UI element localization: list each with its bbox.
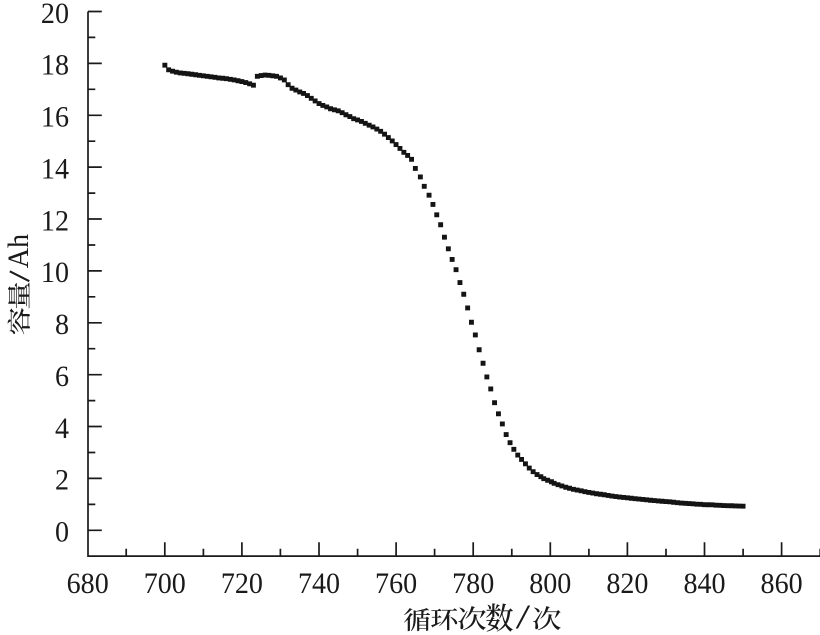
svg-text:860: 860 — [761, 568, 803, 601]
svg-text:680: 680 — [67, 568, 109, 601]
svg-text:20: 20 — [41, 0, 69, 30]
svg-text:780: 780 — [452, 568, 494, 601]
svg-text:18: 18 — [41, 49, 69, 82]
svg-text:6: 6 — [55, 361, 69, 394]
svg-text:10: 10 — [41, 257, 69, 290]
svg-text:12: 12 — [41, 205, 69, 238]
svg-text:0: 0 — [55, 516, 69, 549]
svg-text:14: 14 — [41, 153, 69, 186]
svg-text:840: 840 — [683, 568, 725, 601]
svg-text:820: 820 — [606, 568, 648, 601]
svg-text:700: 700 — [144, 568, 186, 601]
svg-text:740: 740 — [298, 568, 340, 601]
svg-text:800: 800 — [529, 568, 571, 601]
svg-text:8: 8 — [55, 309, 69, 342]
svg-text:16: 16 — [41, 101, 69, 134]
svg-text:4: 4 — [55, 412, 69, 445]
svg-text:760: 760 — [375, 568, 417, 601]
svg-text:2: 2 — [55, 464, 69, 497]
svg-text:720: 720 — [221, 568, 263, 601]
svg-text:Ah: Ah — [3, 234, 36, 268]
